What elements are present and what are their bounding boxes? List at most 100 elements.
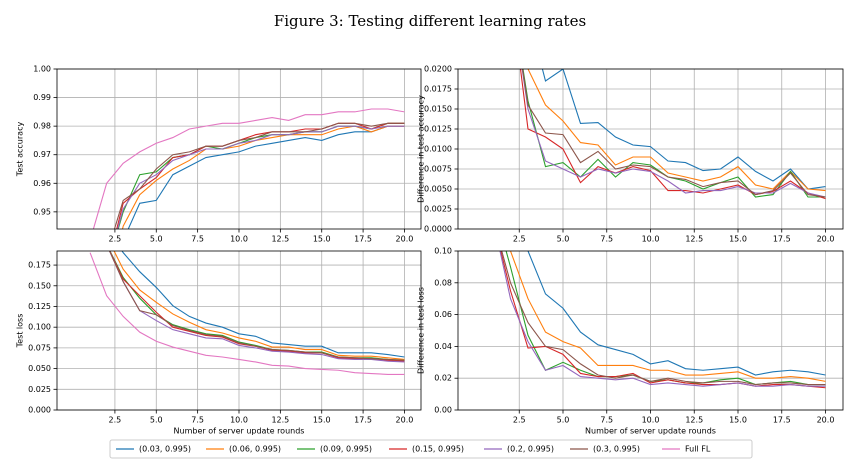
legend-label: (0.06, 0.995) [229,445,281,454]
y-tick-label: 0.100 [28,323,51,332]
y-tick-label: 0.0050 [424,185,452,194]
y-tick-label: 0.97 [33,150,51,159]
y-tick-label: 0.0075 [424,165,452,174]
plot-area [499,251,826,389]
y-tick-label: 0.125 [28,302,51,311]
y-tick-label: 0.99 [33,93,51,102]
y-tick-label: 0.00 [434,406,452,415]
series-line [500,251,826,389]
series-line [108,251,405,361]
x-tick-label: 10.0 [230,416,248,425]
x-tick-label: 17.5 [354,416,372,425]
x-tick-label: 15.0 [313,416,331,425]
series-line [121,251,405,358]
axes-frame [56,68,422,230]
y-tick-label: 0.0025 [424,205,452,214]
plot-area [519,69,826,200]
axes-frame [457,250,844,411]
series-line [521,69,826,198]
legend-label: (0.3, 0.995) [593,445,640,454]
y-tick-label: 0.95 [33,207,51,216]
y-tick-label: 0.06 [434,310,452,319]
y-tick-label: 0.0200 [424,65,452,74]
y-tick-label: 0.0175 [424,85,452,94]
plot-area [89,251,405,375]
series-line [522,69,826,198]
series-line [127,125,405,229]
x-tick-label: 15.0 [729,235,747,244]
y-tick-label: 0.175 [28,261,51,270]
x-tick-label: 10.0 [642,235,660,244]
series-line [108,251,405,363]
x-tick-label: 5.0 [557,416,570,425]
x-tick-label: 7.5 [191,235,204,244]
y-tick-label: 0.000 [28,406,51,415]
x-axis-label: Number of server update rounds [585,427,716,436]
legend-label: (0.09, 0.995) [320,445,372,454]
series-line [113,122,405,229]
x-tick-label: 20.0 [396,235,414,244]
x-tick-label: 15.0 [313,235,331,244]
y-tick-label: 0.96 [33,179,51,188]
x-tick-label: 12.5 [685,235,703,244]
y-tick-label: 1.00 [33,65,51,74]
y-axis-label: Difference in test loss [417,287,426,374]
y-axis-label: Difference in test accuracy [417,95,426,203]
x-tick-label: 2.5 [513,235,526,244]
series-line [499,251,826,387]
y-tick-label: 0.02 [434,374,452,383]
x-tick-label: 20.0 [817,235,835,244]
x-tick-label: 2.5 [109,416,122,425]
figure-title: Figure 3: Testing different learning rat… [274,12,586,30]
series-line [519,69,826,200]
y-tick-label: 0.0125 [424,125,452,134]
y-tick-label: 0.08 [434,278,452,287]
series-line [117,125,405,229]
x-tick-label: 7.5 [600,235,613,244]
series-line [505,251,826,386]
x-tick-label: 2.5 [109,235,122,244]
x-tick-label: 12.5 [271,235,289,244]
legend-label: (0.2, 0.995) [507,445,554,454]
y-tick-label: 0.0000 [424,225,452,234]
x-tick-label: 7.5 [191,416,204,425]
x-tick-label: 17.5 [773,235,791,244]
legend-box [109,439,753,459]
legend-label: (0.03, 0.995) [139,445,191,454]
series-line [527,69,826,192]
x-tick-label: 12.5 [685,416,703,425]
y-tick-label: 0.98 [33,122,51,131]
series-line [89,252,405,375]
y-tick-label: 0.150 [28,281,51,290]
y-tick-label: 0.10 [434,247,452,256]
series-line [509,251,826,382]
x-tick-label: 15.0 [729,416,747,425]
series-line [527,251,826,376]
legend-label: Full FL [685,445,711,454]
x-tick-label: 20.0 [396,416,414,425]
x-tick-label: 20.0 [817,416,835,425]
y-axis-label: Test accuracy [16,122,25,178]
series-line [501,251,826,386]
x-tick-label: 12.5 [271,416,289,425]
legend-label: (0.15, 0.995) [412,445,464,454]
y-tick-label: 0.075 [28,343,51,352]
y-axis-label: Test loss [16,314,25,349]
y-tick-label: 0.0150 [424,105,452,114]
y-tick-label: 0.025 [28,385,51,394]
x-tick-label: 17.5 [773,416,791,425]
axes-frame [457,68,844,230]
series-line [92,108,405,229]
series-line [522,69,826,198]
series-line [109,251,405,361]
x-tick-label: 10.0 [642,416,660,425]
series-line [113,251,405,361]
x-tick-label: 5.0 [150,416,163,425]
axes-frame [56,250,422,411]
plot-area [92,108,405,229]
y-tick-label: 0.050 [28,364,51,373]
x-tick-label: 17.5 [354,235,372,244]
x-tick-label: 5.0 [150,235,163,244]
x-tick-label: 7.5 [600,416,613,425]
